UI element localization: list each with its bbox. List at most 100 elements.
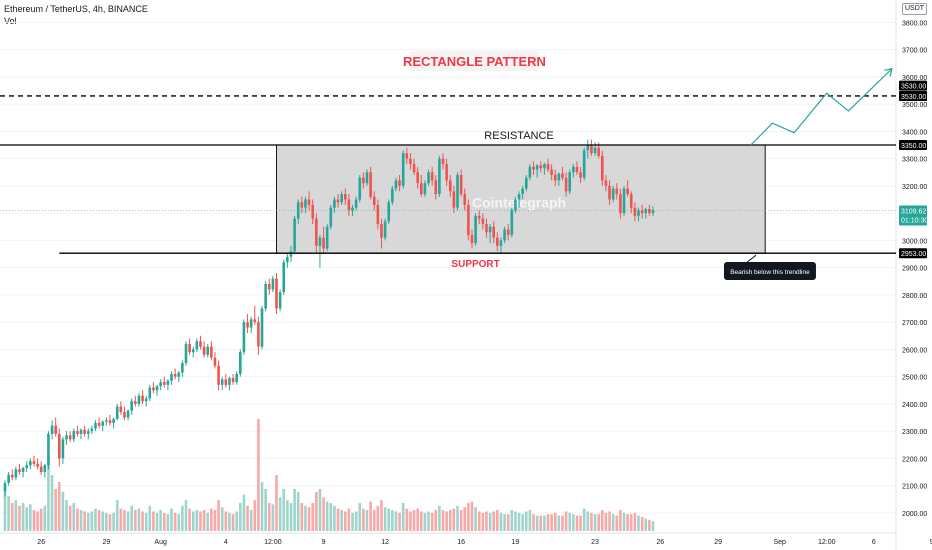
resistance-price-tag-text: 3350.00	[901, 143, 926, 150]
candle-body	[456, 174, 459, 208]
volume-bar	[568, 512, 572, 531]
y-tick-label: 3500.00	[902, 102, 927, 109]
volume-bar	[637, 515, 640, 531]
volume-bar	[380, 500, 383, 531]
volume-bar	[39, 508, 43, 531]
y-tick-label: 3300.00	[902, 157, 927, 164]
candle-body	[32, 461, 36, 464]
volume-bar	[456, 505, 459, 531]
candle	[438, 155, 441, 197]
candle-body	[130, 401, 133, 411]
candle	[217, 360, 220, 391]
volume-bar	[553, 512, 557, 531]
volume-bar	[514, 511, 517, 531]
candle	[496, 232, 499, 252]
candle-body	[39, 466, 43, 473]
candle	[195, 338, 199, 353]
target-price-tag-upper-text: 3530.00	[901, 84, 926, 91]
candle-body	[376, 204, 380, 225]
volume-bar	[286, 500, 289, 531]
volume-bar	[86, 512, 90, 531]
volume-bar	[126, 511, 130, 531]
volume-bar	[644, 518, 648, 531]
candle-body	[510, 210, 514, 235]
volume-bar	[557, 515, 561, 531]
candle	[445, 158, 448, 186]
candle	[83, 425, 86, 437]
volume-bar	[228, 512, 231, 531]
volume-bar	[564, 511, 568, 531]
candle-body	[246, 322, 249, 328]
candle	[380, 218, 383, 249]
volume-bar	[72, 503, 76, 531]
candle-body	[369, 172, 372, 197]
volume-bar	[181, 505, 184, 531]
candle-body	[61, 439, 65, 459]
candle	[260, 305, 264, 350]
candle	[535, 164, 539, 178]
volume-bar	[79, 510, 83, 531]
candle	[7, 472, 10, 486]
candle	[90, 425, 94, 434]
volume-bar	[271, 504, 275, 531]
volume-bar	[155, 512, 159, 531]
volume-bar	[105, 512, 108, 531]
y-tick-label: 3600.00	[902, 75, 927, 82]
candle-body	[391, 188, 394, 203]
candle-body	[7, 474, 10, 483]
candle	[181, 360, 184, 377]
candle-body	[438, 158, 441, 195]
candle-body	[94, 422, 97, 429]
candle	[123, 406, 126, 421]
candle	[239, 349, 242, 377]
candle	[173, 368, 177, 380]
volume-bar	[441, 510, 445, 531]
x-tick-label: 12:00	[264, 539, 282, 546]
candle-body	[340, 194, 343, 203]
candle	[50, 420, 54, 440]
volume-bar	[325, 501, 329, 531]
candle-body	[477, 215, 481, 219]
candle	[199, 335, 202, 350]
candle	[362, 172, 365, 189]
candle-body	[354, 199, 358, 208]
candle-body	[329, 207, 333, 227]
y-tick-label: 3200.00	[902, 184, 927, 191]
candle-body	[517, 194, 521, 200]
volume-bar	[575, 515, 579, 531]
candle	[383, 218, 387, 241]
candle-body	[54, 425, 57, 434]
candle	[112, 417, 115, 429]
volume-bar	[517, 512, 521, 531]
candle	[21, 466, 25, 478]
candle-body	[296, 202, 300, 219]
volume-bar	[369, 501, 372, 531]
volume-bar	[590, 512, 593, 531]
candle	[282, 259, 286, 295]
volume-bar	[572, 514, 575, 531]
candle	[325, 224, 329, 252]
candle-body	[409, 158, 412, 165]
candle	[387, 199, 391, 225]
candle	[553, 169, 557, 186]
candle-body	[112, 418, 115, 423]
candle	[477, 210, 481, 225]
volume-bar	[619, 510, 622, 531]
symbol-title: Ethereum / TetherUS, 4h, BINANCE	[4, 4, 148, 14]
candle	[242, 319, 246, 355]
volume-bar	[615, 515, 619, 531]
candle	[126, 409, 130, 421]
candle-body	[524, 177, 528, 189]
candle-body	[173, 373, 177, 377]
volume-bar	[601, 510, 604, 531]
candle-body	[239, 352, 242, 374]
callout-pointer	[745, 254, 757, 264]
volume-bar	[333, 505, 336, 531]
target-price-tag-upper-box	[899, 80, 927, 91]
candle-body	[210, 346, 213, 358]
x-tick-label: 6	[872, 539, 876, 546]
target-price-tag-text: 3530.00	[901, 94, 926, 101]
volume-bar	[54, 489, 57, 531]
